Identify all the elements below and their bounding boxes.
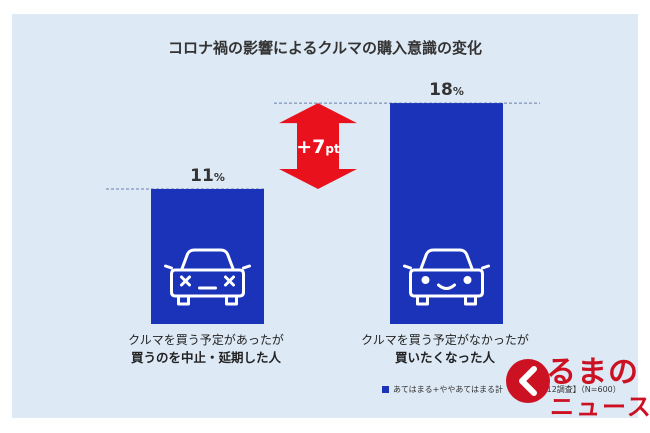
- chart-panel: [12, 14, 638, 418]
- category-label-bar-2: クルマを買う予定がなかったが 買いたくなった人: [345, 332, 545, 366]
- difference-arrow-icon: [279, 103, 357, 189]
- happy-car-icon: [403, 248, 490, 306]
- chart-title: コロナ禍の影響によるクルマの購入意識の変化: [167, 39, 483, 57]
- category-label-bar-1: クルマを買う予定があったが 買うのを中止・延期した人: [106, 332, 306, 366]
- legend-label: あてはまる+ややあてはまる計: [393, 385, 504, 394]
- legend-note: 【5/11-12調査】（N=600）: [517, 385, 621, 394]
- sad-car-icon: [164, 248, 251, 306]
- logo-arrow-icon: [506, 359, 550, 403]
- logo-main-text: るまの: [546, 355, 639, 390]
- kuruma-news-logo: るまの ニュース: [500, 345, 650, 431]
- difference-label: +7pt: [296, 136, 340, 158]
- category-label-line1: クルマを買う予定があったが: [128, 333, 284, 347]
- legend-swatch: [382, 386, 389, 393]
- category-label-line1: クルマを買う予定がなかったが: [361, 333, 529, 347]
- logo-sub-text: ニュース: [550, 393, 650, 421]
- value-label-bar-1: 11%: [190, 166, 225, 186]
- value-label-bar-2: 18%: [429, 80, 464, 100]
- bar-1: [151, 189, 264, 324]
- category-label-line2: 買うのを中止・延期した人: [130, 350, 281, 365]
- category-label-line2: 買いたくなった人: [394, 350, 495, 365]
- bar-2: [390, 103, 503, 324]
